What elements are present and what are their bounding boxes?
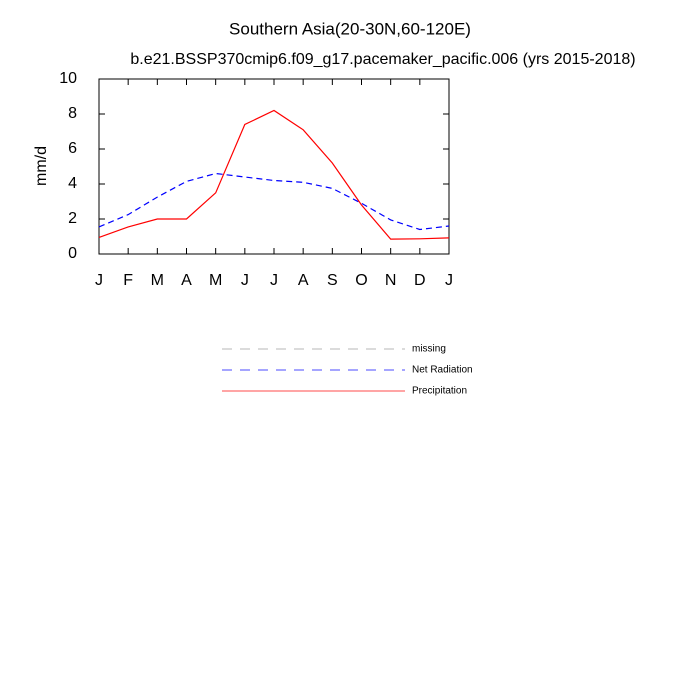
y-axis-label: mm/d [33, 146, 50, 186]
x-tick-label: J [95, 272, 103, 289]
y-tick-label: 8 [68, 105, 77, 122]
x-tick-label: N [385, 272, 397, 289]
y-tick-label: 2 [68, 210, 77, 227]
y-tick-label: 6 [68, 140, 77, 157]
x-tick-label: F [123, 272, 133, 289]
plot-frame [98, 78, 450, 255]
x-tick-label: J [445, 272, 453, 289]
y-tick-label: 0 [68, 245, 77, 262]
x-tick-label: M [151, 272, 164, 289]
chart-subtitle: b.e21.BSSP370cmip6.f09_g17.pacemaker_pac… [130, 51, 635, 68]
x-tick-label: O [355, 272, 367, 289]
series-line [98, 172, 450, 231]
y-tick-label: 4 [68, 175, 77, 192]
x-tick-label: M [209, 272, 222, 289]
chart-title: Southern Asia(20-30N,60-120E) [229, 19, 471, 38]
y-tick-label: 10 [59, 70, 77, 87]
legend-label: Precipitation [412, 386, 467, 397]
legend-label: missing [412, 344, 446, 355]
x-tick-label: A [181, 272, 192, 289]
series-line [98, 109, 450, 240]
legend-label: Net Radiation [412, 365, 473, 376]
x-tick-label: D [414, 272, 426, 289]
x-tick-label: S [327, 272, 338, 289]
x-tick-label: A [298, 272, 309, 289]
x-tick-label: J [270, 272, 278, 289]
x-tick-label: J [241, 272, 249, 289]
